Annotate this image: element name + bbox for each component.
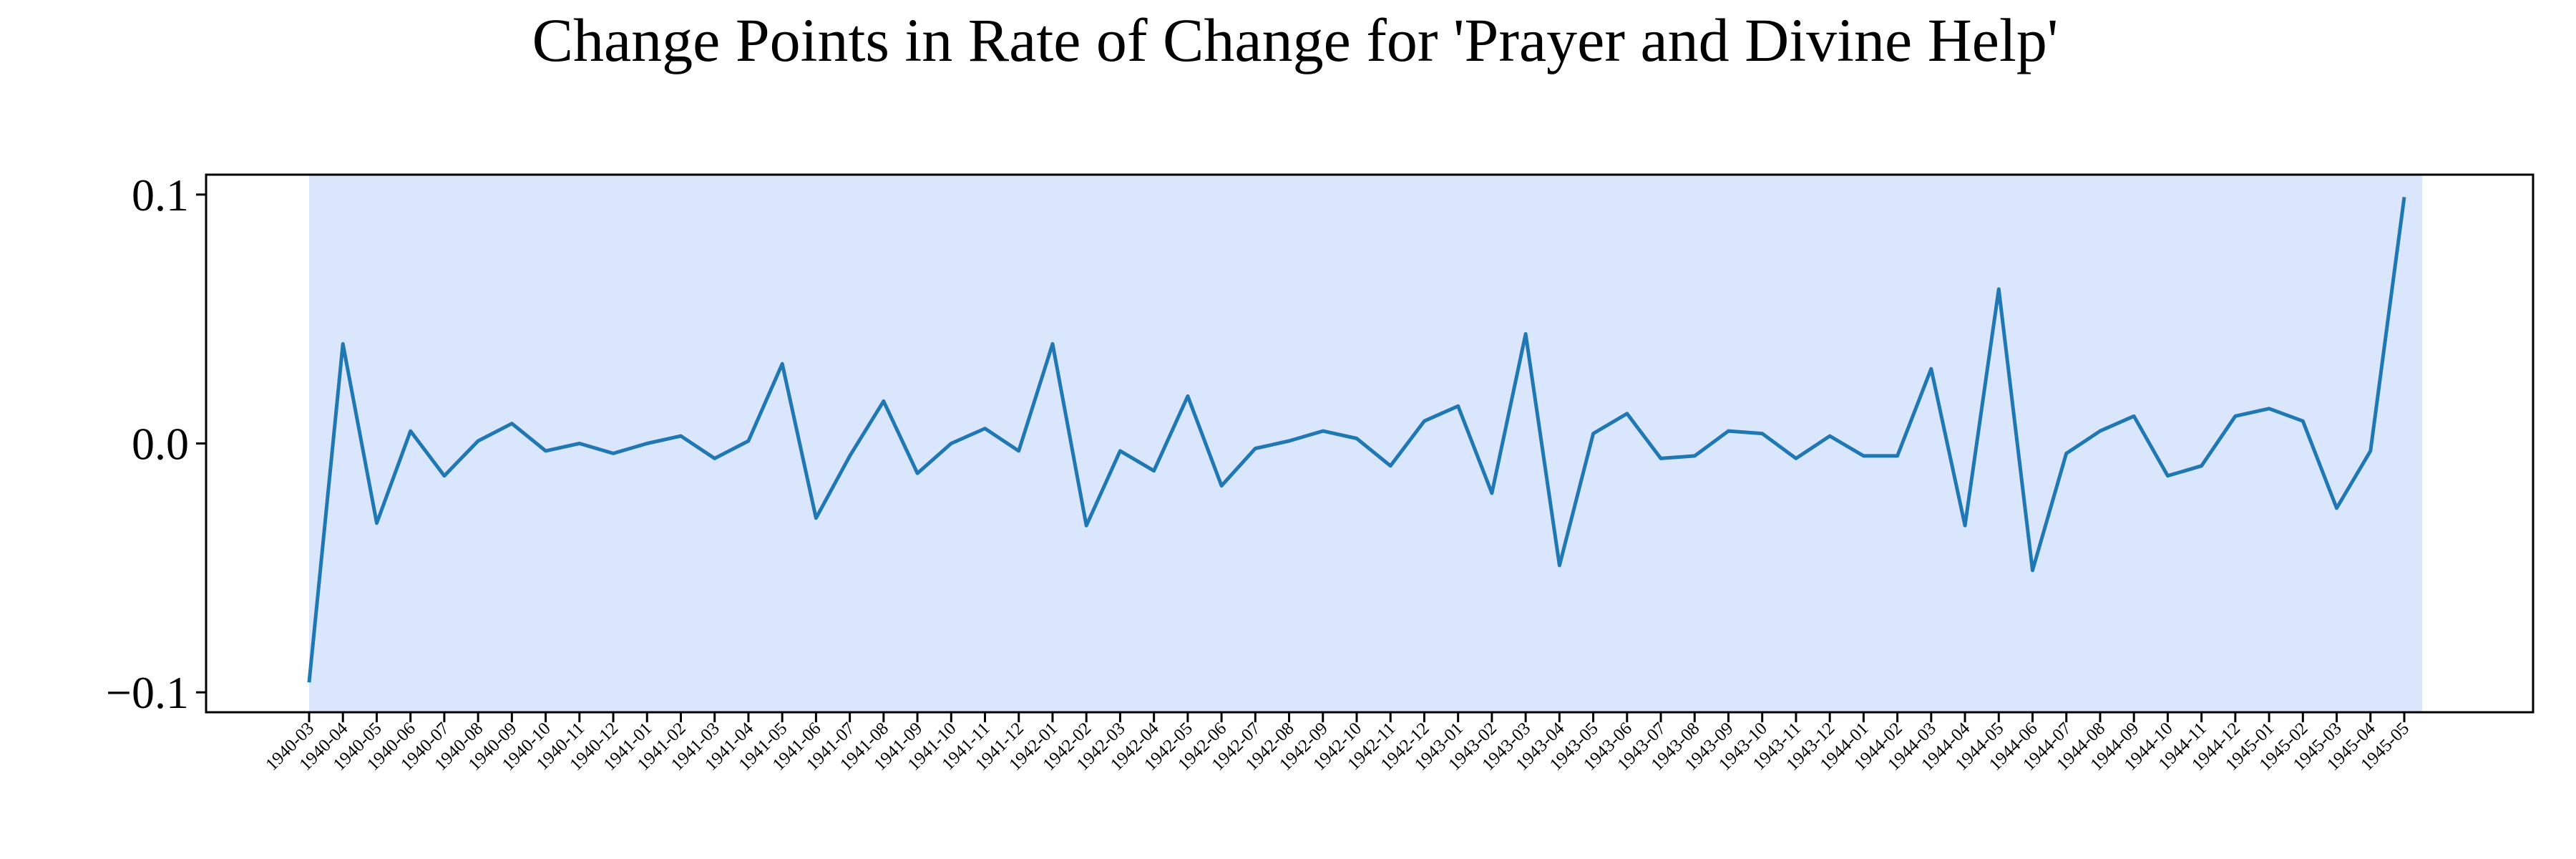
y-tick-label: 0.0 <box>132 419 189 470</box>
y-axis: 0.1 0.0 −0.1 <box>106 170 206 718</box>
chart-title: Change Points in Rate of Change for 'Pra… <box>532 6 2059 74</box>
series-line-layer <box>307 196 2406 683</box>
x-axis: 1940-031940-041940-051940-061940-071940-… <box>262 712 2413 775</box>
y-tick-label: −0.1 <box>106 667 189 718</box>
y-tick-label: 0.1 <box>132 170 189 220</box>
series-line <box>307 196 2406 683</box>
